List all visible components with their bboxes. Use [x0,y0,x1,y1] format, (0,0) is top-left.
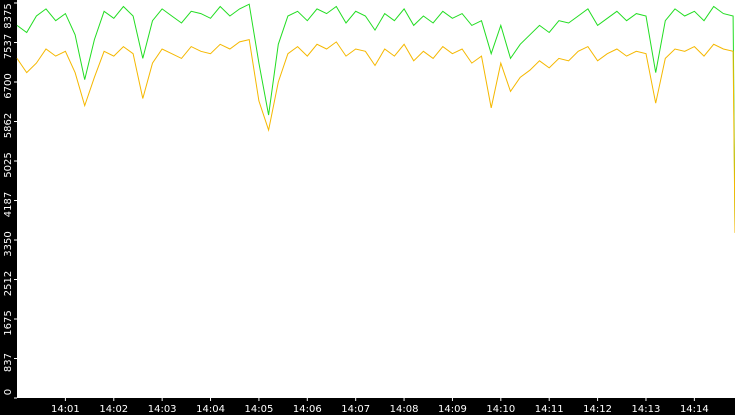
x-tick-label: 14:11 [535,404,564,415]
y-tick-label: 6700 [3,73,14,98]
y-tick-label: 2512 [3,271,14,296]
x-tick-label: 14:12 [583,404,612,415]
y-tick-label: 5025 [3,152,14,177]
x-tick-label: 14:07 [341,404,370,415]
x-tick-label: 14:03 [148,404,177,415]
series-line [16,38,735,233]
x-tick-label: 14:14 [680,404,709,415]
series-line [16,3,735,226]
y-tick-label: 3350 [3,231,14,256]
y-tick-label: 0 [3,389,14,395]
x-tick-label: 14:08 [390,404,419,415]
y-tick-label: 837 [3,353,14,372]
y-tick-label: 8375 [3,3,14,28]
x-tick-label: 14:04 [196,404,225,415]
x-axis-bar [0,398,735,415]
y-tick-label: 5862 [3,113,14,138]
y-axis-bar [0,0,17,415]
y-tick-label: 7537 [3,34,14,59]
y-tick-label: 4187 [3,192,14,217]
x-tick-label: 14:02 [99,404,128,415]
x-tick-label: 14:09 [438,404,467,415]
x-tick-label: 14:05 [244,404,273,415]
x-tick-label: 14:06 [293,404,322,415]
x-tick-label: 14:10 [486,404,515,415]
x-tick-label: 14:13 [632,404,661,415]
x-tick-label: 14:01 [51,404,80,415]
y-tick-label: 1675 [3,310,14,335]
